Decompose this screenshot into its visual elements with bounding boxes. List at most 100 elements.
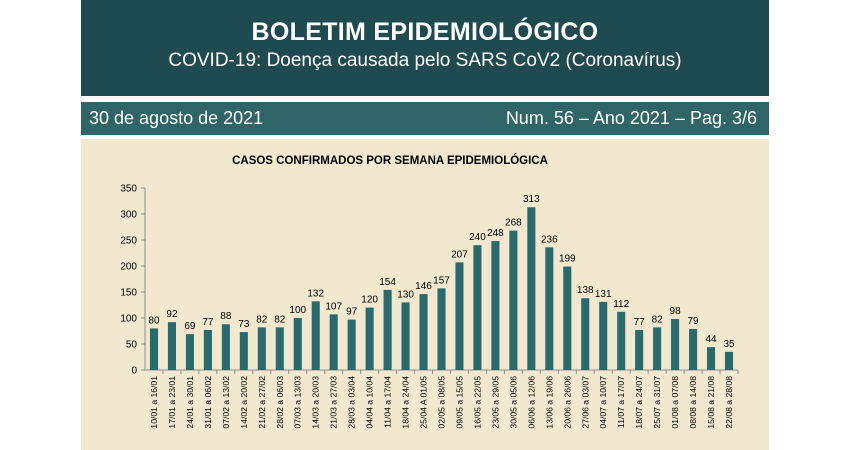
bar [689, 328, 698, 370]
y-tick-label: 50 [126, 340, 138, 351]
publication-date: 30 de agosto de 2021 [89, 108, 264, 128]
data-label: 77 [202, 317, 214, 328]
category-label: 11/07 a 17/07 [616, 376, 626, 428]
category-label: 06/06 a 12/06 [526, 376, 536, 429]
data-label: 82 [274, 314, 286, 325]
category-label: 25/07 a 31/07 [652, 376, 662, 429]
data-label: 88 [220, 311, 232, 322]
data-label: 97 [346, 307, 358, 318]
category-label: 28/03 a 03/04 [347, 376, 357, 429]
y-tick-label: 150 [120, 288, 137, 299]
bulletin-title: BOLETIM EPIDEMIOLÓGICO [251, 18, 599, 46]
category-label: 02/05 a 08/05 [437, 376, 447, 429]
bar [437, 288, 446, 370]
data-label: 107 [325, 301, 342, 312]
data-label: 35 [723, 339, 735, 350]
bar [185, 334, 194, 370]
y-tick-label: 0 [131, 366, 137, 377]
bar [653, 327, 662, 370]
issue-number: Num. 56 – Ano 2021 – Pag. 3/6 [505, 108, 757, 128]
category-label: 14/03 a 20/03 [311, 376, 321, 429]
category-label: 09/05 a 15/05 [454, 376, 464, 429]
data-label: 130 [397, 289, 414, 300]
category-label: 21/03 a 27/03 [329, 376, 339, 429]
bar [149, 328, 159, 370]
bar [563, 266, 572, 370]
category-label: 18/07 a 24/07 [634, 376, 644, 429]
data-label: 112 [613, 299, 629, 310]
bar [419, 294, 428, 370]
data-label: 44 [705, 334, 717, 345]
category-label: 30/05 a 05/06 [508, 376, 518, 429]
data-label: 268 [505, 218, 522, 229]
category-label: 07/02 a 13/02 [221, 376, 231, 429]
data-label: 132 [307, 288, 324, 299]
bar [311, 301, 320, 370]
category-label: 01/08 a 07/08 [670, 376, 680, 429]
data-label: 240 [469, 232, 486, 243]
category-label: 07/03 a 13/03 [293, 376, 303, 429]
bar [724, 351, 734, 370]
data-label: 82 [256, 314, 268, 325]
y-tick-label: 350 [120, 184, 137, 195]
y-tick-label: 200 [120, 262, 137, 273]
bar [455, 262, 464, 370]
category-label: 04/07 a 10/07 [598, 376, 608, 429]
data-label: 92 [166, 309, 178, 320]
category-label: 28/02 a 06/03 [275, 376, 285, 429]
category-label: 24/01 a 30/01 [185, 376, 195, 429]
bar [635, 329, 644, 370]
bulletin-header: BOLETIM EPIDEMIOLÓGICO COVID-19: Doença … [81, 0, 769, 96]
category-label: 04/04 a 10/04 [365, 376, 375, 429]
bar [581, 298, 590, 370]
category-label: 16/05 a 22/05 [472, 376, 482, 429]
bar [491, 241, 500, 370]
data-label: 236 [541, 234, 558, 245]
category-label: 13/06 a 19/06 [544, 376, 554, 429]
bar-chart: CASOS CONFIRMADOS POR SEMANA EPIDEMIOLÓG… [120, 154, 739, 429]
data-label: 154 [379, 277, 396, 288]
bar [527, 207, 536, 370]
bar [617, 311, 626, 370]
data-label: 146 [415, 281, 432, 292]
bar [329, 314, 338, 370]
data-label: 138 [577, 285, 594, 296]
bar [473, 245, 482, 370]
category-label: 08/08 a 14/08 [688, 376, 698, 429]
category-label: 21/02 a 27/02 [257, 376, 267, 429]
data-label: 199 [559, 254, 576, 265]
bar [707, 347, 716, 370]
y-tick-label: 250 [120, 236, 137, 247]
bar [257, 327, 266, 370]
y-tick-label: 300 [120, 210, 137, 221]
bar [347, 319, 356, 370]
bar [167, 322, 176, 370]
category-label: 14/02 a 20/02 [239, 376, 249, 429]
category-label: 31/01 a 06/02 [203, 376, 213, 429]
data-label: 131 [595, 289, 612, 300]
category-label: 10/01 a 16/01 [149, 376, 159, 429]
category-label: 11/04 a 17/04 [383, 376, 393, 428]
bar [383, 289, 392, 370]
bar [293, 318, 302, 370]
bar [671, 319, 680, 370]
data-label: 157 [433, 275, 450, 286]
bar [275, 327, 284, 370]
y-tick-label: 100 [120, 314, 137, 325]
category-label: 27/06 a 03/07 [580, 376, 590, 429]
category-label: 15/08 a 21/08 [706, 376, 716, 429]
bar [221, 324, 230, 370]
data-label: 73 [238, 319, 250, 330]
data-label: 120 [361, 295, 378, 306]
data-label: 100 [289, 305, 306, 316]
category-label: 18/04 a 24/04 [401, 376, 411, 429]
bar [203, 329, 212, 370]
data-label: 248 [487, 228, 504, 239]
category-label: 25/04 A 01/05 [419, 376, 429, 429]
data-label: 313 [523, 194, 540, 205]
data-label: 80 [148, 315, 160, 326]
bar [365, 307, 374, 370]
data-label: 79 [688, 316, 700, 327]
category-label: 17/01 a 23/01 [167, 376, 177, 429]
category-label: 20/06 a 26/06 [562, 376, 572, 429]
